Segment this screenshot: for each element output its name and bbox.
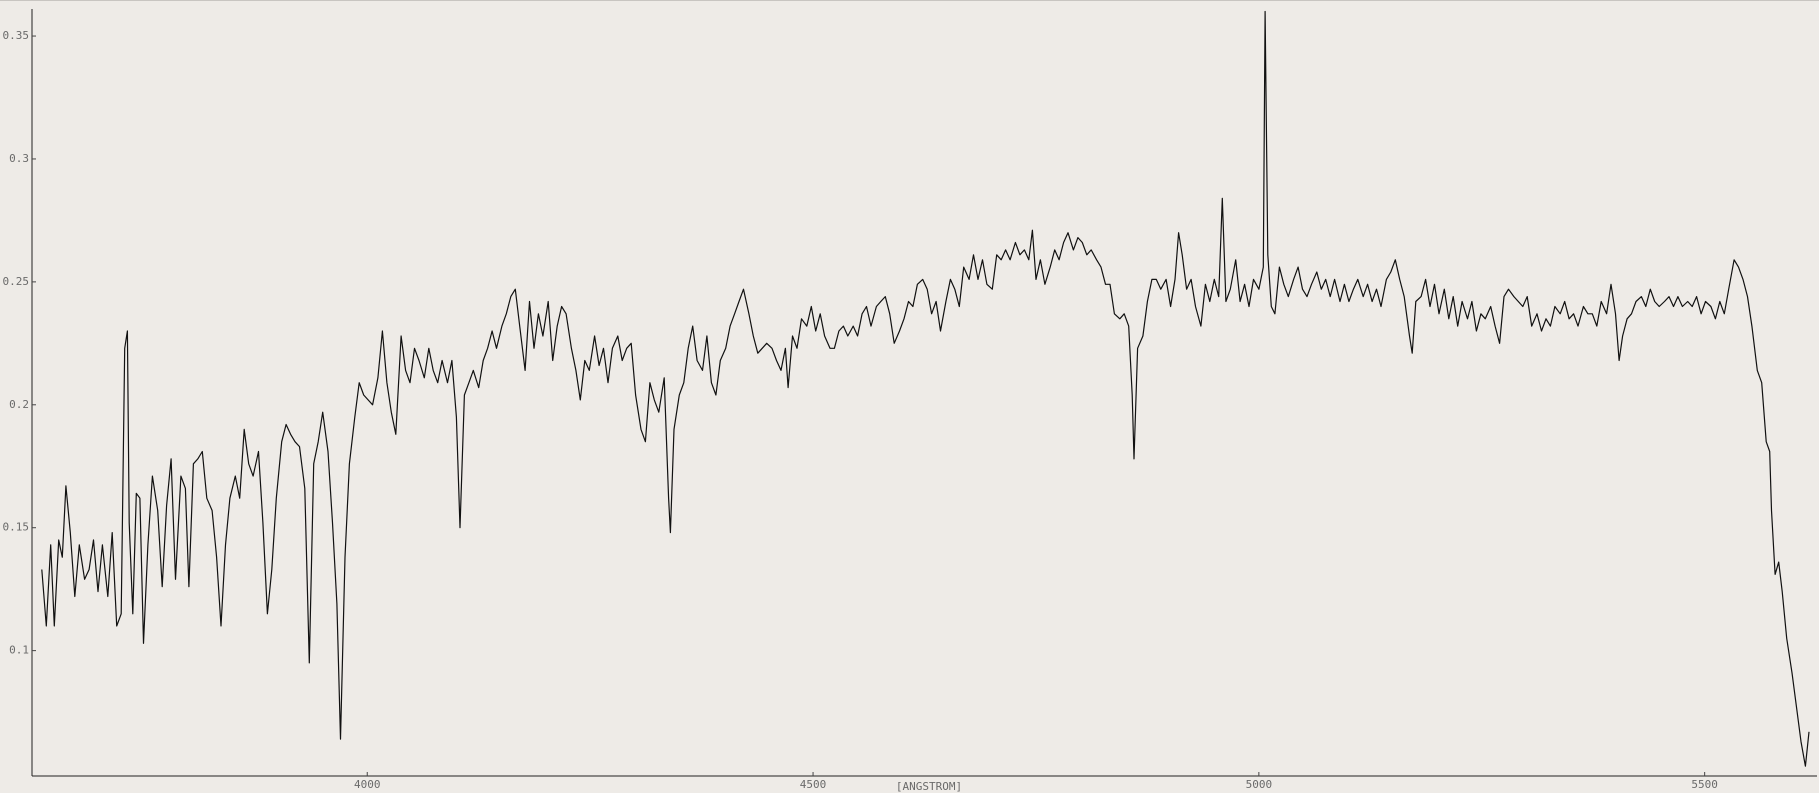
y-tick-label: 0.1 [9, 644, 29, 657]
x-tick-label: 4000 [354, 778, 381, 791]
spectrum-line [41, 10, 1810, 767]
y-tick-label: 0.15 [3, 521, 30, 534]
y-tick-label: 0.35 [3, 29, 30, 42]
y-tick-label: 0.2 [9, 398, 29, 411]
x-tick-label: 4500 [800, 778, 827, 791]
y-tick-label: 0.25 [3, 275, 30, 288]
x-tick-label: 5000 [1246, 778, 1273, 791]
y-tick-label: 0.3 [9, 152, 29, 165]
x-axis-label: [ANGSTROM] [896, 780, 962, 793]
x-tick-label: 5500 [1691, 778, 1718, 791]
